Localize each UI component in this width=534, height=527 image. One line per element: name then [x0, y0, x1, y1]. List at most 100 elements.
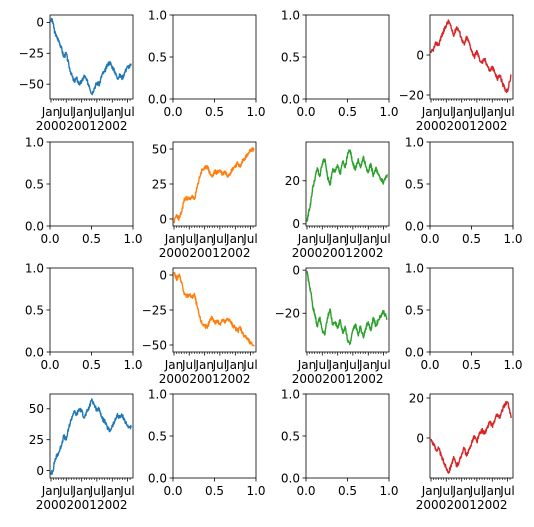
y-tick-label: 0.0: [281, 92, 300, 106]
x-tick-label: Jul: [345, 358, 360, 372]
x-tick-label: Jan 2002: [477, 484, 508, 512]
axes-frame: [305, 393, 390, 479]
x-tick-label: Jul: [314, 232, 329, 246]
y-tick-label: 20: [409, 391, 424, 405]
series-line: [430, 401, 512, 474]
panel-r0-c1: 0.0 0.5 1.0 0.0 0.5 1.0: [148, 8, 266, 119]
x-tick-label: 0.0: [163, 105, 182, 119]
series-line: [306, 270, 388, 346]
y-tick-label: −20: [275, 307, 300, 321]
x-tick-label: Jan 2000: [36, 105, 67, 133]
y-tick-label: −50: [142, 338, 167, 352]
x-tick-label: Jul: [242, 232, 257, 246]
series-line: [50, 17, 132, 96]
y-tick-label: 0.0: [281, 471, 300, 485]
x-tick-label: Jan 2001: [189, 232, 220, 260]
axes-frame: [429, 393, 514, 479]
x-tick-label: 1.0: [246, 484, 265, 498]
y-tick-label: −20: [399, 88, 424, 102]
axes-frame: [49, 141, 134, 227]
axes-frame: [172, 14, 257, 100]
axes-frame: [49, 393, 134, 479]
panel-r1-c3: 0.0 0.5 1.0 0.0 0.5 1.0: [405, 135, 523, 246]
series-line: [50, 398, 132, 475]
axes-frame: [49, 267, 134, 353]
x-tick-label: Jan 2000: [416, 105, 447, 133]
x-tick-label: Jan 2002: [97, 484, 128, 512]
y-tick-label: 0: [416, 431, 424, 445]
y-tick-label: 0: [36, 464, 44, 478]
y-tick-label: 50: [152, 142, 167, 156]
y-tick-label: −50: [19, 77, 44, 91]
y-tick-label: 1.0: [281, 387, 300, 401]
axes-frame: [429, 141, 514, 227]
panel-r3-c1: 0.0 0.5 1.0 0.0 0.5 1.0: [148, 387, 266, 498]
x-tick-label: 0.0: [40, 358, 59, 372]
x-tick-label: Jul: [438, 484, 453, 498]
y-tick-label: 1.0: [148, 387, 167, 401]
x-tick-label: 0.5: [205, 484, 224, 498]
y-tick-label: 50: [29, 402, 44, 416]
y-tick-label: 0.0: [148, 471, 167, 485]
x-tick-label: 0.5: [82, 232, 101, 246]
x-tick-label: 0.5: [338, 105, 357, 119]
y-tick-label: 0.5: [148, 50, 167, 64]
x-tick-label: Jul: [499, 105, 514, 119]
panel-r1-c0: 0.0 0.5 1.0 0.0 0.5 1.0: [25, 135, 143, 246]
x-tick-label: Jan 2000: [159, 358, 190, 386]
series-line: [430, 19, 512, 94]
x-tick-label: Jul: [375, 358, 390, 372]
x-tick-label: 0.0: [296, 484, 315, 498]
x-tick-label: Jan 2000: [292, 358, 323, 386]
axes-frame: [49, 14, 134, 100]
x-tick-label: Jan 2000: [159, 232, 190, 260]
axes-frame: [305, 267, 390, 353]
y-tick-label: 25: [29, 433, 44, 447]
series-line: [306, 149, 388, 222]
panel-r3-c2: 0.0 0.5 1.0 0.0 0.5 1.0: [281, 387, 399, 498]
axes-frame: [429, 267, 514, 353]
x-tick-label: Jul: [58, 484, 73, 498]
y-tick-label: −25: [19, 47, 44, 61]
y-tick-label: 0.0: [405, 219, 424, 233]
x-tick-label: 0.5: [82, 358, 101, 372]
x-tick-label: Jan 2002: [220, 358, 251, 386]
y-tick-label: 0.5: [281, 429, 300, 443]
x-tick-label: 0.0: [40, 232, 59, 246]
y-tick-label: 0: [159, 212, 167, 226]
x-tick-label: Jul: [181, 358, 196, 372]
y-tick-label: 0: [159, 268, 167, 282]
y-tick-label: 0.0: [25, 345, 44, 359]
y-tick-label: 1.0: [405, 135, 424, 149]
x-tick-label: 0.5: [462, 232, 481, 246]
y-tick-label: 1.0: [148, 8, 167, 22]
x-tick-label: Jul: [499, 484, 514, 498]
x-tick-label: Jan 2000: [416, 484, 447, 512]
x-tick-label: Jul: [242, 358, 257, 372]
x-tick-label: Jan 2001: [322, 358, 353, 386]
x-tick-label: Jan 2002: [477, 105, 508, 133]
x-tick-label: 0.5: [338, 484, 357, 498]
y-tick-label: 0.5: [148, 429, 167, 443]
y-tick-label: 0: [416, 48, 424, 62]
x-tick-label: Jan 2000: [36, 484, 67, 512]
x-tick-label: Jan 2000: [292, 232, 323, 260]
x-tick-label: Jan 2002: [97, 105, 128, 133]
x-tick-label: Jul: [119, 484, 134, 498]
x-tick-label: Jul: [58, 105, 73, 119]
x-tick-label: Jul: [181, 232, 196, 246]
series-line: [173, 147, 255, 224]
x-tick-label: 1.0: [503, 232, 522, 246]
y-tick-label: 1.0: [25, 135, 44, 149]
x-tick-label: Jan 2001: [446, 105, 477, 133]
y-tick-label: 0.0: [405, 345, 424, 359]
x-tick-label: 0.0: [296, 105, 315, 119]
y-tick-label: 0.0: [25, 219, 44, 233]
